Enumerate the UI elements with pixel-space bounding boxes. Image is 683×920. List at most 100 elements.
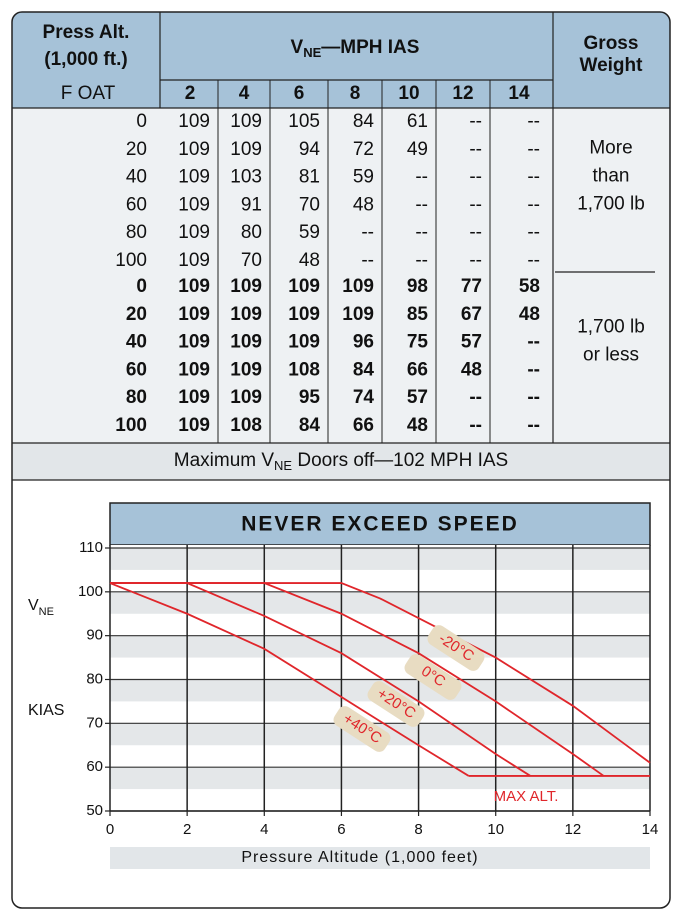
speed-cell: 84 [353,359,375,380]
speed-cell: -- [469,111,482,132]
speed-cell: 48 [299,250,320,271]
speed-cell: -- [527,359,540,380]
speed-cell: -- [361,250,374,271]
x-tick-label: 12 [565,821,582,838]
x-tick-label: 4 [260,821,268,838]
header-press-alt: Press Alt. [43,22,130,43]
speed-cell: 109 [342,304,374,325]
speed-cell: -- [361,222,374,243]
x-tick-label: 10 [487,821,504,838]
header-altitude: 2 [185,83,196,104]
speed-cell: 80 [241,222,262,243]
speed-cell: 109 [178,167,210,188]
gross-weight: 1,700 lb [577,194,645,215]
speed-cell: 109 [178,276,210,297]
oat-cell: 0 [136,111,147,132]
x-tick-label: 14 [642,821,659,838]
x-label-bg [110,847,650,869]
speed-cell: -- [527,139,540,160]
speed-cell: 109 [178,415,210,436]
y-axis-label: VNE [28,597,54,618]
table-lines [12,12,670,481]
x-axis-label: Pressure Altitude (1,000 feet) [241,849,478,866]
header-press-alt: (1,000 ft.) [44,49,127,70]
speed-cell: 109 [178,194,210,215]
speed-cell: 48 [407,415,428,436]
chart-title: NEVER EXCEED SPEED [241,513,519,536]
speed-cell: 58 [519,276,540,297]
speed-cell: -- [527,332,540,353]
y-label-sub: NE [39,606,54,618]
speed-cell: 48 [519,304,540,325]
series-line [110,582,531,777]
header-vne: VNE—MPH IAS [291,37,420,60]
oat-cell: 0 [136,276,147,297]
speed-cell: 61 [407,111,428,132]
footer: Maximum VNE Doors off—102 MPH IAS [174,450,508,473]
x-tick-label: 6 [337,821,345,838]
speed-cell: 109 [178,111,210,132]
speed-cell: 48 [461,359,482,380]
speed-cell: 81 [299,167,320,188]
speed-cell: 96 [353,332,374,353]
series-label-text: MAX ALT. [494,788,559,805]
speed-cell: -- [415,194,428,215]
header-altitude: 14 [508,83,530,104]
speed-cell: -- [469,250,482,271]
header-altitude: 8 [350,83,361,104]
oat-cell: 60 [126,194,147,215]
header-gross: Weight [580,55,644,76]
speed-cell: 103 [230,167,262,188]
speed-cell: 66 [407,359,428,380]
speed-cell: -- [527,222,540,243]
series-label-bg [404,654,462,700]
speed-cell: 66 [353,415,374,436]
speed-cell: -- [469,167,482,188]
speed-cell: 109 [230,332,262,353]
speed-cell: 94 [299,139,321,160]
speed-cell: 67 [461,304,482,325]
series-label: MAX ALT. [494,788,559,805]
oat-cell: 80 [126,222,147,243]
y-tick-label: 90 [86,627,103,644]
speed-cell: -- [527,250,540,271]
header-altitude: 6 [294,83,305,104]
speed-cell: 109 [230,387,262,408]
speed-cell: -- [415,222,428,243]
footer-main: Maximum V [174,450,275,471]
series-line [110,582,605,777]
speed-cell: 109 [288,332,320,353]
gross-weight: More [589,138,632,159]
speed-cell: 85 [407,304,429,325]
oat-cell: 20 [126,304,147,325]
speed-cell: 109 [178,387,210,408]
gross-weight: 1,700 lb [577,317,645,338]
speed-cell: 59 [299,222,320,243]
x-tick-label: 2 [183,821,191,838]
oat-cell: 80 [126,387,147,408]
speed-cell: -- [415,167,428,188]
y-tick-label: 70 [86,714,103,731]
oat-cell: 40 [126,167,147,188]
speed-cell: 109 [178,139,210,160]
speed-cell: -- [469,194,482,215]
speed-cell: 72 [353,139,374,160]
speed-cell: 84 [299,415,321,436]
grid-stripe [110,548,650,570]
body-bg [12,108,670,443]
speed-cell: -- [527,415,540,436]
speed-cell: -- [527,387,540,408]
speed-cell: 95 [299,387,321,408]
gross-weight: or less [583,345,639,366]
y-label-main: V [28,597,39,614]
header-oat: F OAT [61,83,116,104]
header-vne-sub: NE [303,45,321,60]
speed-cell: 98 [407,276,428,297]
speed-cell: 70 [241,250,262,271]
oat-cell: 100 [115,250,147,271]
footer-bg [12,443,670,480]
series-label-bg [367,681,425,727]
speed-cell: 109 [230,304,262,325]
